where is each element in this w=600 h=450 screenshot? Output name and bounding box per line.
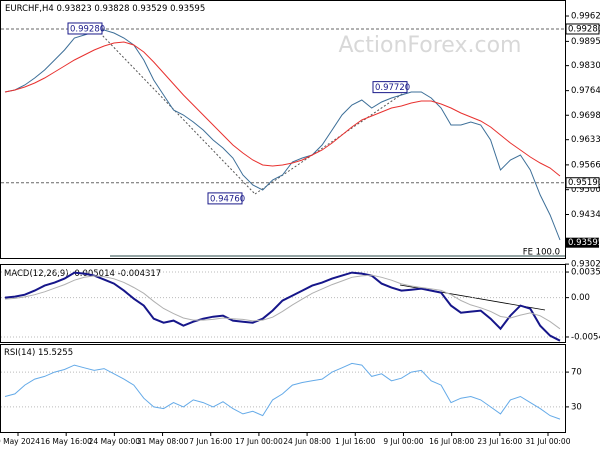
x-tick-label: 24 Jun 08:00	[283, 437, 331, 446]
y-tick-label: 0.93025	[571, 260, 600, 270]
watermark: ActionForex.com	[339, 33, 522, 58]
x-tick-label: 16 May 16:00	[40, 437, 92, 446]
price-panel	[0, 0, 566, 259]
pivot-label: 0.99280	[70, 24, 105, 34]
y-tick-label: 0.96335	[571, 135, 600, 145]
level-box	[565, 177, 600, 189]
x-tick-label: 23 Jul 16:00	[477, 437, 522, 446]
pivot-box	[372, 81, 408, 94]
pivot-label: 0.94760	[210, 194, 245, 204]
close: 0.93595	[170, 4, 205, 14]
level-label: 0.95190	[568, 178, 600, 188]
x-tick-label: 9 Jul 00:00	[383, 437, 423, 446]
series-line	[4, 274, 561, 330]
open: 0.93823	[57, 4, 92, 14]
pivot-box	[67, 22, 103, 35]
y-tick-label: 30	[571, 402, 582, 412]
level-label: 0.99280	[568, 24, 600, 34]
y-tick-label: 0.99625	[571, 12, 600, 22]
rsi-panel	[0, 344, 566, 433]
y-tick-label: 0.96985	[571, 111, 600, 121]
y-tick-label: 0.94345	[571, 210, 600, 220]
x-tick-label: 9 May 2024	[0, 437, 40, 446]
x-tick-label: 31 May 08:00	[137, 437, 189, 446]
title: MACD(12,26,9)	[4, 269, 69, 279]
pivot-box	[207, 192, 243, 205]
x-tick-label: 31 Jul 00:00	[526, 437, 571, 446]
y-tick-label: 0.00	[571, 293, 590, 303]
macd-title: MACD(12,26,9) -0.005014 -0.004317	[4, 269, 161, 279]
x-tick-label: 7 Jun 16:00	[189, 437, 232, 446]
macd-panel	[0, 264, 566, 343]
x-tick-label: 24 May 00:00	[89, 437, 141, 446]
header: EURCHF,H4 0.93823 0.93828 0.93529 0.9359…	[5, 4, 205, 14]
high: 0.93828	[94, 4, 129, 14]
y-tick-label: 0.98305	[571, 61, 600, 71]
symbol: EURCHF,H4	[5, 4, 54, 14]
reading: -0.005014	[71, 269, 115, 279]
series-line	[4, 362, 561, 420]
y-tick-label: 0.95005	[571, 185, 600, 195]
y-tick-label: 70	[571, 368, 582, 378]
x-tick-label: 16 Jul 08:00	[429, 437, 474, 446]
x-tick-label: 1 Jul 16:00	[335, 437, 375, 446]
annotation: FE 100.0	[523, 248, 560, 258]
series-line	[4, 271, 561, 342]
fib-line	[99, 32, 256, 195]
y-tick-label: 0.003528	[571, 268, 600, 278]
series-line	[4, 41, 561, 177]
rsi-title: RSI(14) 15.5255	[4, 348, 73, 358]
y-tick-label: -0.00542	[571, 332, 600, 342]
y-tick-label: 0.95665	[571, 160, 600, 170]
pivot-label: 0.97720	[375, 83, 410, 93]
reading: -0.004317	[118, 269, 162, 279]
reading: 15.5255	[38, 348, 73, 358]
low: 0.93529	[132, 4, 167, 14]
title: RSI(14)	[4, 348, 35, 358]
x-tick-label: 17 Jun 00:00	[235, 437, 283, 446]
last-price-label: 0.93595	[568, 238, 600, 248]
level-box	[565, 23, 600, 35]
last-price-box	[566, 237, 599, 248]
